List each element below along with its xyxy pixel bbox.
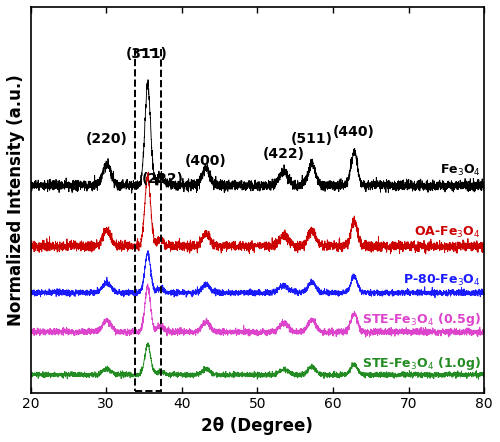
Text: STE-Fe$_3$O$_4$ (1.0g): STE-Fe$_3$O$_4$ (1.0g) [362,355,480,372]
Text: STE-Fe$_3$O$_4$ (0.5g): STE-Fe$_3$O$_4$ (0.5g) [362,311,480,328]
Text: (440): (440) [333,125,375,139]
Text: (511): (511) [291,132,333,146]
Text: P-80-Fe$_3$O$_4$: P-80-Fe$_3$O$_4$ [402,273,480,288]
Bar [135,50,162,391]
Text: (400): (400) [185,154,227,168]
Text: Fe$_3$O$_4$: Fe$_3$O$_4$ [440,163,480,179]
X-axis label: 2θ (Degree): 2θ (Degree) [202,417,314,435]
Text: (220): (220) [86,132,128,146]
Text: (222): (222) [142,171,184,186]
Text: OA-Fe$_3$O$_4$: OA-Fe$_3$O$_4$ [414,225,480,240]
Text: (422): (422) [263,146,305,160]
Text: (311): (311) [126,46,167,61]
Y-axis label: Normalized Intensity (a.u.): Normalized Intensity (a.u.) [7,74,25,326]
